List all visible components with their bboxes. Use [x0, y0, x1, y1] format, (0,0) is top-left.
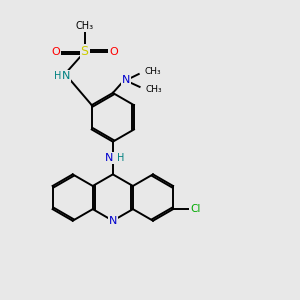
Text: N: N: [105, 153, 113, 163]
Text: CH₃: CH₃: [145, 85, 162, 94]
Text: N: N: [62, 71, 70, 81]
Text: S: S: [81, 45, 88, 58]
Text: O: O: [110, 47, 118, 57]
Text: CH₃: CH₃: [144, 67, 161, 76]
Text: H: H: [54, 71, 61, 81]
Text: H: H: [118, 153, 125, 163]
Text: N: N: [109, 216, 117, 226]
Text: Cl: Cl: [190, 204, 201, 214]
Text: CH₃: CH₃: [76, 21, 94, 31]
Text: N: N: [122, 76, 130, 85]
Text: O: O: [51, 47, 60, 57]
